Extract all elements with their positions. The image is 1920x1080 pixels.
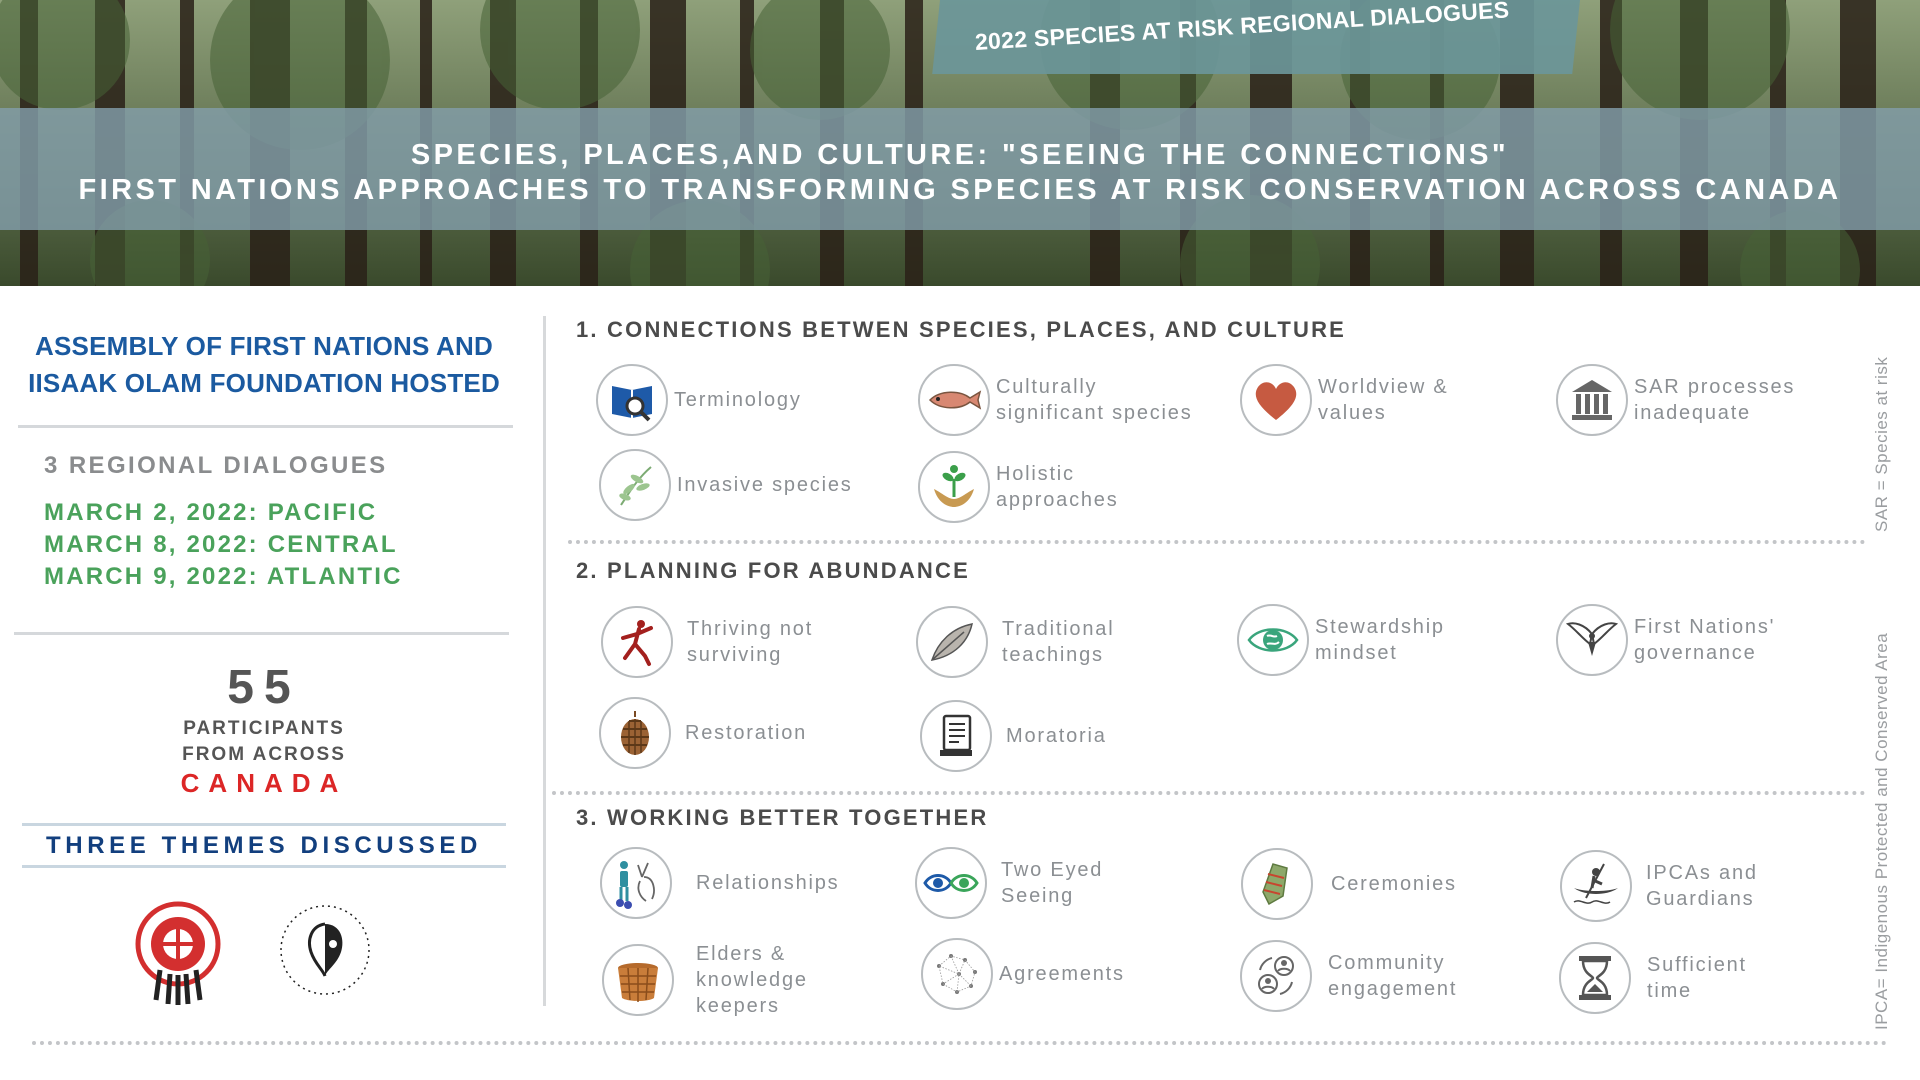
item-sufficient-time: Sufficient time [1559,942,1747,1014]
item-traditional-teachings: Traditional teachings [916,606,1114,678]
item-culturally-significant-species: Culturally significant species [918,364,1193,436]
item-thriving-not-surviving: Thriving not surviving [601,606,813,678]
basket-icon [602,944,674,1016]
item-label: Invasive species [677,474,853,496]
item-first-nations-governance: First Nations' governance [1556,604,1775,676]
heart-icon [1240,364,1312,436]
dancer-icon [601,606,673,678]
item-label: Ceremonies [1331,873,1457,895]
item-label: Terminology [674,389,802,411]
sar-note: SAR = Species at risk [1872,356,1891,532]
item-relationships: Relationships [600,847,839,919]
item-label: Community engagement [1328,952,1458,1000]
item-label: SAR processes inadequate [1634,376,1796,424]
item-holistic-approaches: Holistic approaches [918,451,1119,523]
host-line-1: ASSEMBLY OF FIRST NATIONS AND [35,331,493,361]
item-label: Culturally significant species [996,376,1193,424]
date-pacific: MARCH 2, 2022: PACIFIC [44,499,378,526]
item-label: Two Eyed Seeing [1001,859,1104,907]
document-icon [920,700,992,772]
globe-eye-icon [1237,604,1309,676]
item-moratoria: Moratoria [920,700,1107,772]
ipca-note: IPCA= Indigenous Protected and Conserved… [1872,632,1891,1030]
item-label: IPCAs and Guardians [1646,862,1758,910]
bottom-divider [32,1041,1888,1045]
item-label: Restoration [685,722,808,744]
item-label: Worldview & values [1318,376,1449,424]
afn-logo: ASSEMBLY OF FIRST NATIONS · ASSEMBLÉE DE… [135,901,221,1005]
network-icon [921,938,993,1010]
date-atlantic: MARCH 9, 2022: ATLANTIC [44,563,403,590]
section-divider [552,791,1866,795]
iisaak-olam-logo: IISAAK OLAM FOUNDATION [280,905,370,995]
sage-bundle-icon [1241,848,1313,920]
item-label: Traditional teachings [1002,618,1115,666]
item-label: Thriving not surviving [687,618,814,666]
section-divider [568,540,1866,544]
item-label: Moratoria [1006,725,1107,747]
themes-label: THREE THEMES DISCUSSED [22,823,506,868]
item-label: Elders & knowledge keepers [696,943,808,1017]
community-icon [1240,940,1312,1012]
book-magnifier-icon [596,364,668,436]
hands-sprout-icon [918,451,990,523]
item-label: Relationships [696,872,840,894]
dialogues-title: 3 REGIONAL DIALOGUES [44,452,388,479]
divider [18,425,513,428]
section-1-title: 1. CONNECTIONS BETWEN SPECIES, PLACES, A… [576,317,1347,342]
item-label: Stewardship mindset [1315,616,1445,664]
page-title: SPECIES, PLACES,AND CULTURE: "SEEING THE… [410,139,1510,171]
item-label: Sufficient time [1647,954,1747,1002]
pinecone-icon [599,697,671,769]
two-eyes-icon [915,847,987,919]
item-terminology: Terminology [596,364,802,436]
country-label: CANADA [180,768,348,798]
item-sar-processes-inadequate: SAR processes inadequate [1556,364,1795,436]
title-band [0,108,1920,230]
plant-icon [599,449,671,521]
participants-count: 55 [227,661,301,714]
person-caribou-icon [600,847,672,919]
section-2-title: 2. PLANNING FOR ABUNDANCE [576,558,970,583]
participants-from-label: FROM ACROSS [182,744,346,765]
section-3-title: 3. WORKING BETTER TOGETHER [576,805,989,830]
item-elders-knowledge-keepers: Elders & knowledge keepers [602,941,808,1019]
page-subtitle: FIRST NATIONS APPROACHES TO TRANSFORMING… [78,174,1842,206]
item-stewardship-mindset: Stewardship mindset [1237,604,1445,676]
item-invasive-species: Invasive species [599,449,853,521]
feather-icon [916,606,988,678]
item-two-eyed-seeing: Two Eyed Seeing [915,847,1103,919]
canoe-icon [1560,850,1632,922]
date-central: MARCH 8, 2022: CENTRAL [44,531,398,558]
institution-icon [1556,364,1628,436]
participants-label: PARTICIPANTS [183,718,345,739]
item-ipcas-guardians: IPCAs and Guardians [1560,850,1758,922]
item-community-engagement: Community engagement [1240,940,1457,1012]
item-agreements: Agreements [921,938,1125,1010]
host-heading: ASSEMBLY OF FIRST NATIONS AND IISAAK OLA… [14,328,514,402]
item-label: Holistic approaches [996,463,1119,511]
salmon-icon [918,364,990,436]
item-label: First Nations' governance [1634,616,1776,664]
host-line-2: IISAAK OLAM FOUNDATION HOSTED [28,368,500,398]
item-worldview-values: Worldview & values [1240,364,1449,436]
vertical-divider [543,316,546,1006]
item-label: Agreements [999,963,1125,985]
item-ceremonies: Ceremonies [1241,848,1457,920]
hourglass-icon [1559,942,1631,1014]
item-restoration: Restoration [599,697,807,769]
divider [14,632,509,635]
eagle-icon [1556,604,1628,676]
